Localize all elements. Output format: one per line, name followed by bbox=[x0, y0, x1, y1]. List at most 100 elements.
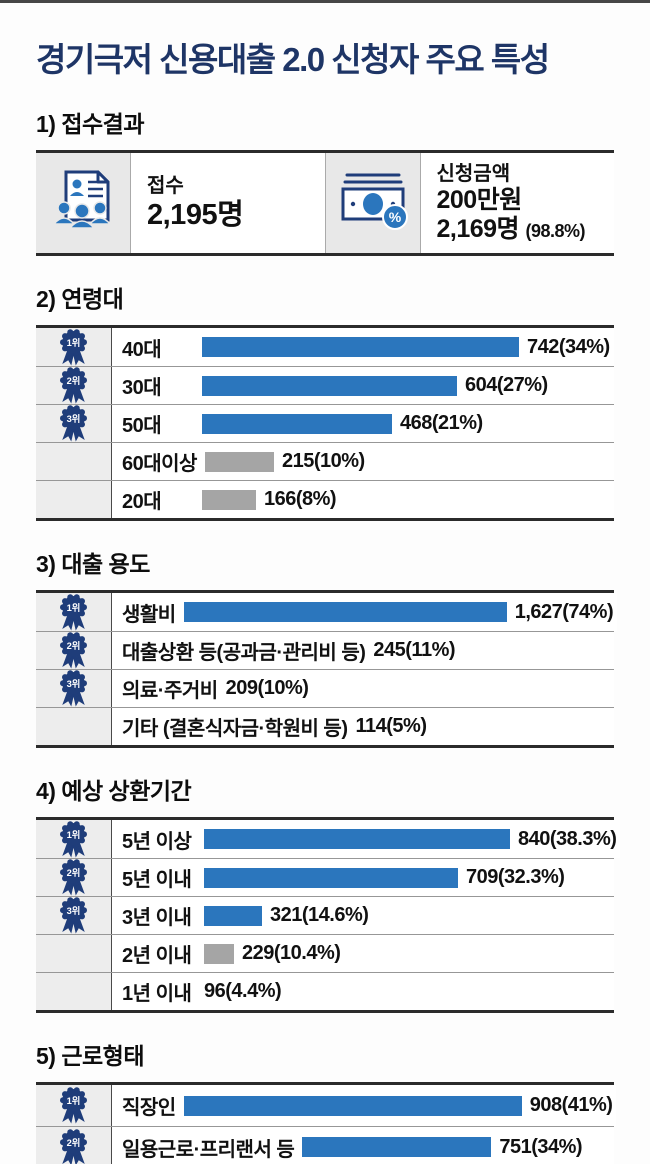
rank-cell bbox=[36, 443, 112, 480]
value-label: 709(32.3%) bbox=[466, 866, 565, 888]
row-content: 일용근로·프리랜서 등 751(34%) bbox=[112, 1127, 614, 1164]
category-label: 일용근로·프리랜서 등 bbox=[122, 1138, 295, 1161]
rank-cell bbox=[36, 935, 112, 972]
section-heading-repayment-period: 4) 예상 상환기간 bbox=[36, 778, 192, 804]
chart-row: 3위 3년 이내 321(14.6%) bbox=[36, 896, 614, 934]
svg-text:3위: 3위 bbox=[67, 413, 81, 424]
svg-text:2위: 2위 bbox=[67, 1137, 81, 1148]
category-label: 생활비 bbox=[122, 603, 176, 626]
applicants-icon-cell bbox=[36, 153, 131, 253]
chart-row: 3위 50대 468(21%) bbox=[36, 404, 614, 442]
value-label: 229(10.4%) bbox=[242, 942, 341, 964]
value-bar bbox=[202, 337, 519, 357]
chart-row: 1년 이내 96(4.4%) bbox=[36, 972, 614, 1010]
chart-row: 2년 이내 229(10.4%) bbox=[36, 934, 614, 972]
applicants-document-icon bbox=[50, 166, 116, 241]
section-reception: 1) 접수결과 접수 2,195명 % 신청금액 200만원 bbox=[36, 105, 614, 256]
rank-medal-icon: 2위 bbox=[60, 1128, 87, 1164]
row-content: 1년 이내 96(4.4%) bbox=[112, 973, 614, 1010]
svg-text:1위: 1위 bbox=[67, 337, 81, 348]
value-bar bbox=[183, 1095, 522, 1116]
category-label: 5년 이상 bbox=[122, 830, 192, 853]
svg-text:1위: 1위 bbox=[67, 602, 81, 613]
rank-medal-icon: 1위 bbox=[60, 820, 87, 857]
rank-cell: 1위 bbox=[36, 593, 112, 631]
reception-label: 접수 bbox=[147, 174, 184, 197]
value-bar bbox=[204, 867, 458, 888]
amount-cell: 신청금액 200만원 2,169명 (98.8%) bbox=[420, 153, 615, 253]
row-content: 5년 이내 709(32.3%) bbox=[112, 859, 614, 896]
category-label: 기타 (결혼식자금·학원비 등) bbox=[122, 718, 348, 740]
svg-text:2위: 2위 bbox=[67, 867, 81, 878]
chart-row: 2위 일용근로·프리랜서 등 751(34%) bbox=[36, 1126, 614, 1164]
row-content: 생활비 1,627(74%) bbox=[112, 593, 618, 631]
category-label: 20대 bbox=[122, 491, 162, 513]
value-label: 908(41%) bbox=[529, 1094, 613, 1116]
value-bar bbox=[204, 905, 262, 926]
amount-label: 신청금액 bbox=[436, 162, 511, 185]
rank-cell: 2위 bbox=[36, 859, 112, 896]
amount-rate: (98.8%) bbox=[525, 221, 586, 241]
category-label: 1년 이내 bbox=[122, 983, 192, 1005]
category-label: 의료·주거비 bbox=[122, 680, 218, 702]
section-employment-type: 5) 근로형태 1위 직장인 908(41%) 2위 일용근로·프리랜서 등 751… bbox=[36, 1037, 617, 1164]
row-content: 3년 이내 321(14.6%) bbox=[112, 897, 614, 934]
category-label: 대출상환 등(공과금·관리비 등) bbox=[122, 642, 366, 664]
value-label: 1,627(74%) bbox=[514, 600, 614, 623]
value-bar bbox=[204, 451, 274, 472]
rank-medal-icon: 2위 bbox=[60, 367, 87, 404]
value-bar bbox=[204, 829, 510, 849]
value-bar bbox=[202, 375, 457, 396]
section-heading-loan-purpose: 3) 대출 용도 bbox=[36, 551, 150, 577]
repayment-period-chart-table: 1위 5년 이상 840(38.3%) 2위 5년 이내 709(32.3%) 3위… bbox=[36, 817, 621, 1013]
svg-text:3위: 3위 bbox=[67, 905, 81, 916]
value-bar bbox=[202, 489, 256, 510]
category-label: 3년 이내 bbox=[122, 907, 192, 929]
rank-cell: 3위 bbox=[36, 670, 112, 707]
rank-medal-icon: 3위 bbox=[60, 670, 87, 707]
row-content: 기타 (결혼식자금·학원비 등) 114(5%) bbox=[112, 708, 614, 745]
row-content: 5년 이상 840(38.3%) bbox=[112, 820, 621, 858]
chart-row: 20대 166(8%) bbox=[36, 480, 614, 518]
svg-text:1위: 1위 bbox=[67, 829, 81, 840]
money-icon-cell: % bbox=[325, 153, 421, 253]
amount-value: 200만원 bbox=[436, 185, 523, 214]
category-label: 30대 bbox=[122, 377, 162, 399]
chart-row: 3위 의료·주거비 209(10%) bbox=[36, 669, 614, 707]
rank-medal-icon: 3위 bbox=[60, 897, 87, 934]
rank-medal-icon: 1위 bbox=[60, 593, 87, 630]
rank-medal-icon: 1위 bbox=[60, 1087, 87, 1124]
amount-count-line: 2,169명 (98.8%) bbox=[437, 215, 615, 245]
chart-row: 기타 (결혼식자금·학원비 등) 114(5%) bbox=[36, 707, 614, 745]
rank-cell: 1위 bbox=[36, 328, 112, 366]
loan-purpose-chart-table: 1위 생활비 1,627(74%) 2위 대출상환 등(공과금·관리비 등) 245… bbox=[36, 590, 618, 748]
svg-text:3위: 3위 bbox=[67, 678, 81, 689]
row-content: 20대 166(8%) bbox=[112, 481, 614, 518]
chart-row: 1위 직장인 908(41%) bbox=[36, 1085, 617, 1126]
rank-cell bbox=[36, 973, 112, 1010]
row-content: 직장인 908(41%) bbox=[112, 1085, 617, 1126]
rank-cell bbox=[36, 481, 112, 518]
rank-medal-icon: 2위 bbox=[60, 859, 87, 896]
svg-text:%: % bbox=[388, 209, 401, 225]
value-label: 604(27%) bbox=[465, 374, 548, 396]
money-percent-icon: % bbox=[337, 170, 409, 237]
section-heading-reception: 1) 접수결과 bbox=[36, 111, 144, 137]
svg-text:2위: 2위 bbox=[67, 640, 81, 651]
value-bar bbox=[202, 413, 392, 434]
employment-type-chart-table: 1위 직장인 908(41%) 2위 일용근로·프리랜서 등 751(34%) bbox=[36, 1082, 617, 1164]
value-bar bbox=[204, 943, 234, 964]
rank-medal-icon: 3위 bbox=[60, 405, 87, 442]
chart-row: 1위 40대 742(34%) bbox=[36, 328, 614, 366]
row-content: 40대 742(34%) bbox=[112, 328, 614, 366]
section-heading-age: 2) 연령대 bbox=[36, 286, 124, 312]
row-content: 60대이상 215(10%) bbox=[112, 443, 614, 480]
row-content: 2년 이내 229(10.4%) bbox=[112, 935, 614, 972]
value-label: 166(8%) bbox=[264, 488, 337, 510]
row-content: 50대 468(21%) bbox=[112, 405, 614, 442]
category-label: 2년 이내 bbox=[122, 945, 192, 967]
rank-cell: 3위 bbox=[36, 897, 112, 934]
rank-cell: 1위 bbox=[36, 820, 112, 858]
chart-row: 1위 생활비 1,627(74%) bbox=[36, 593, 618, 631]
chart-row: 1위 5년 이상 840(38.3%) bbox=[36, 820, 621, 858]
